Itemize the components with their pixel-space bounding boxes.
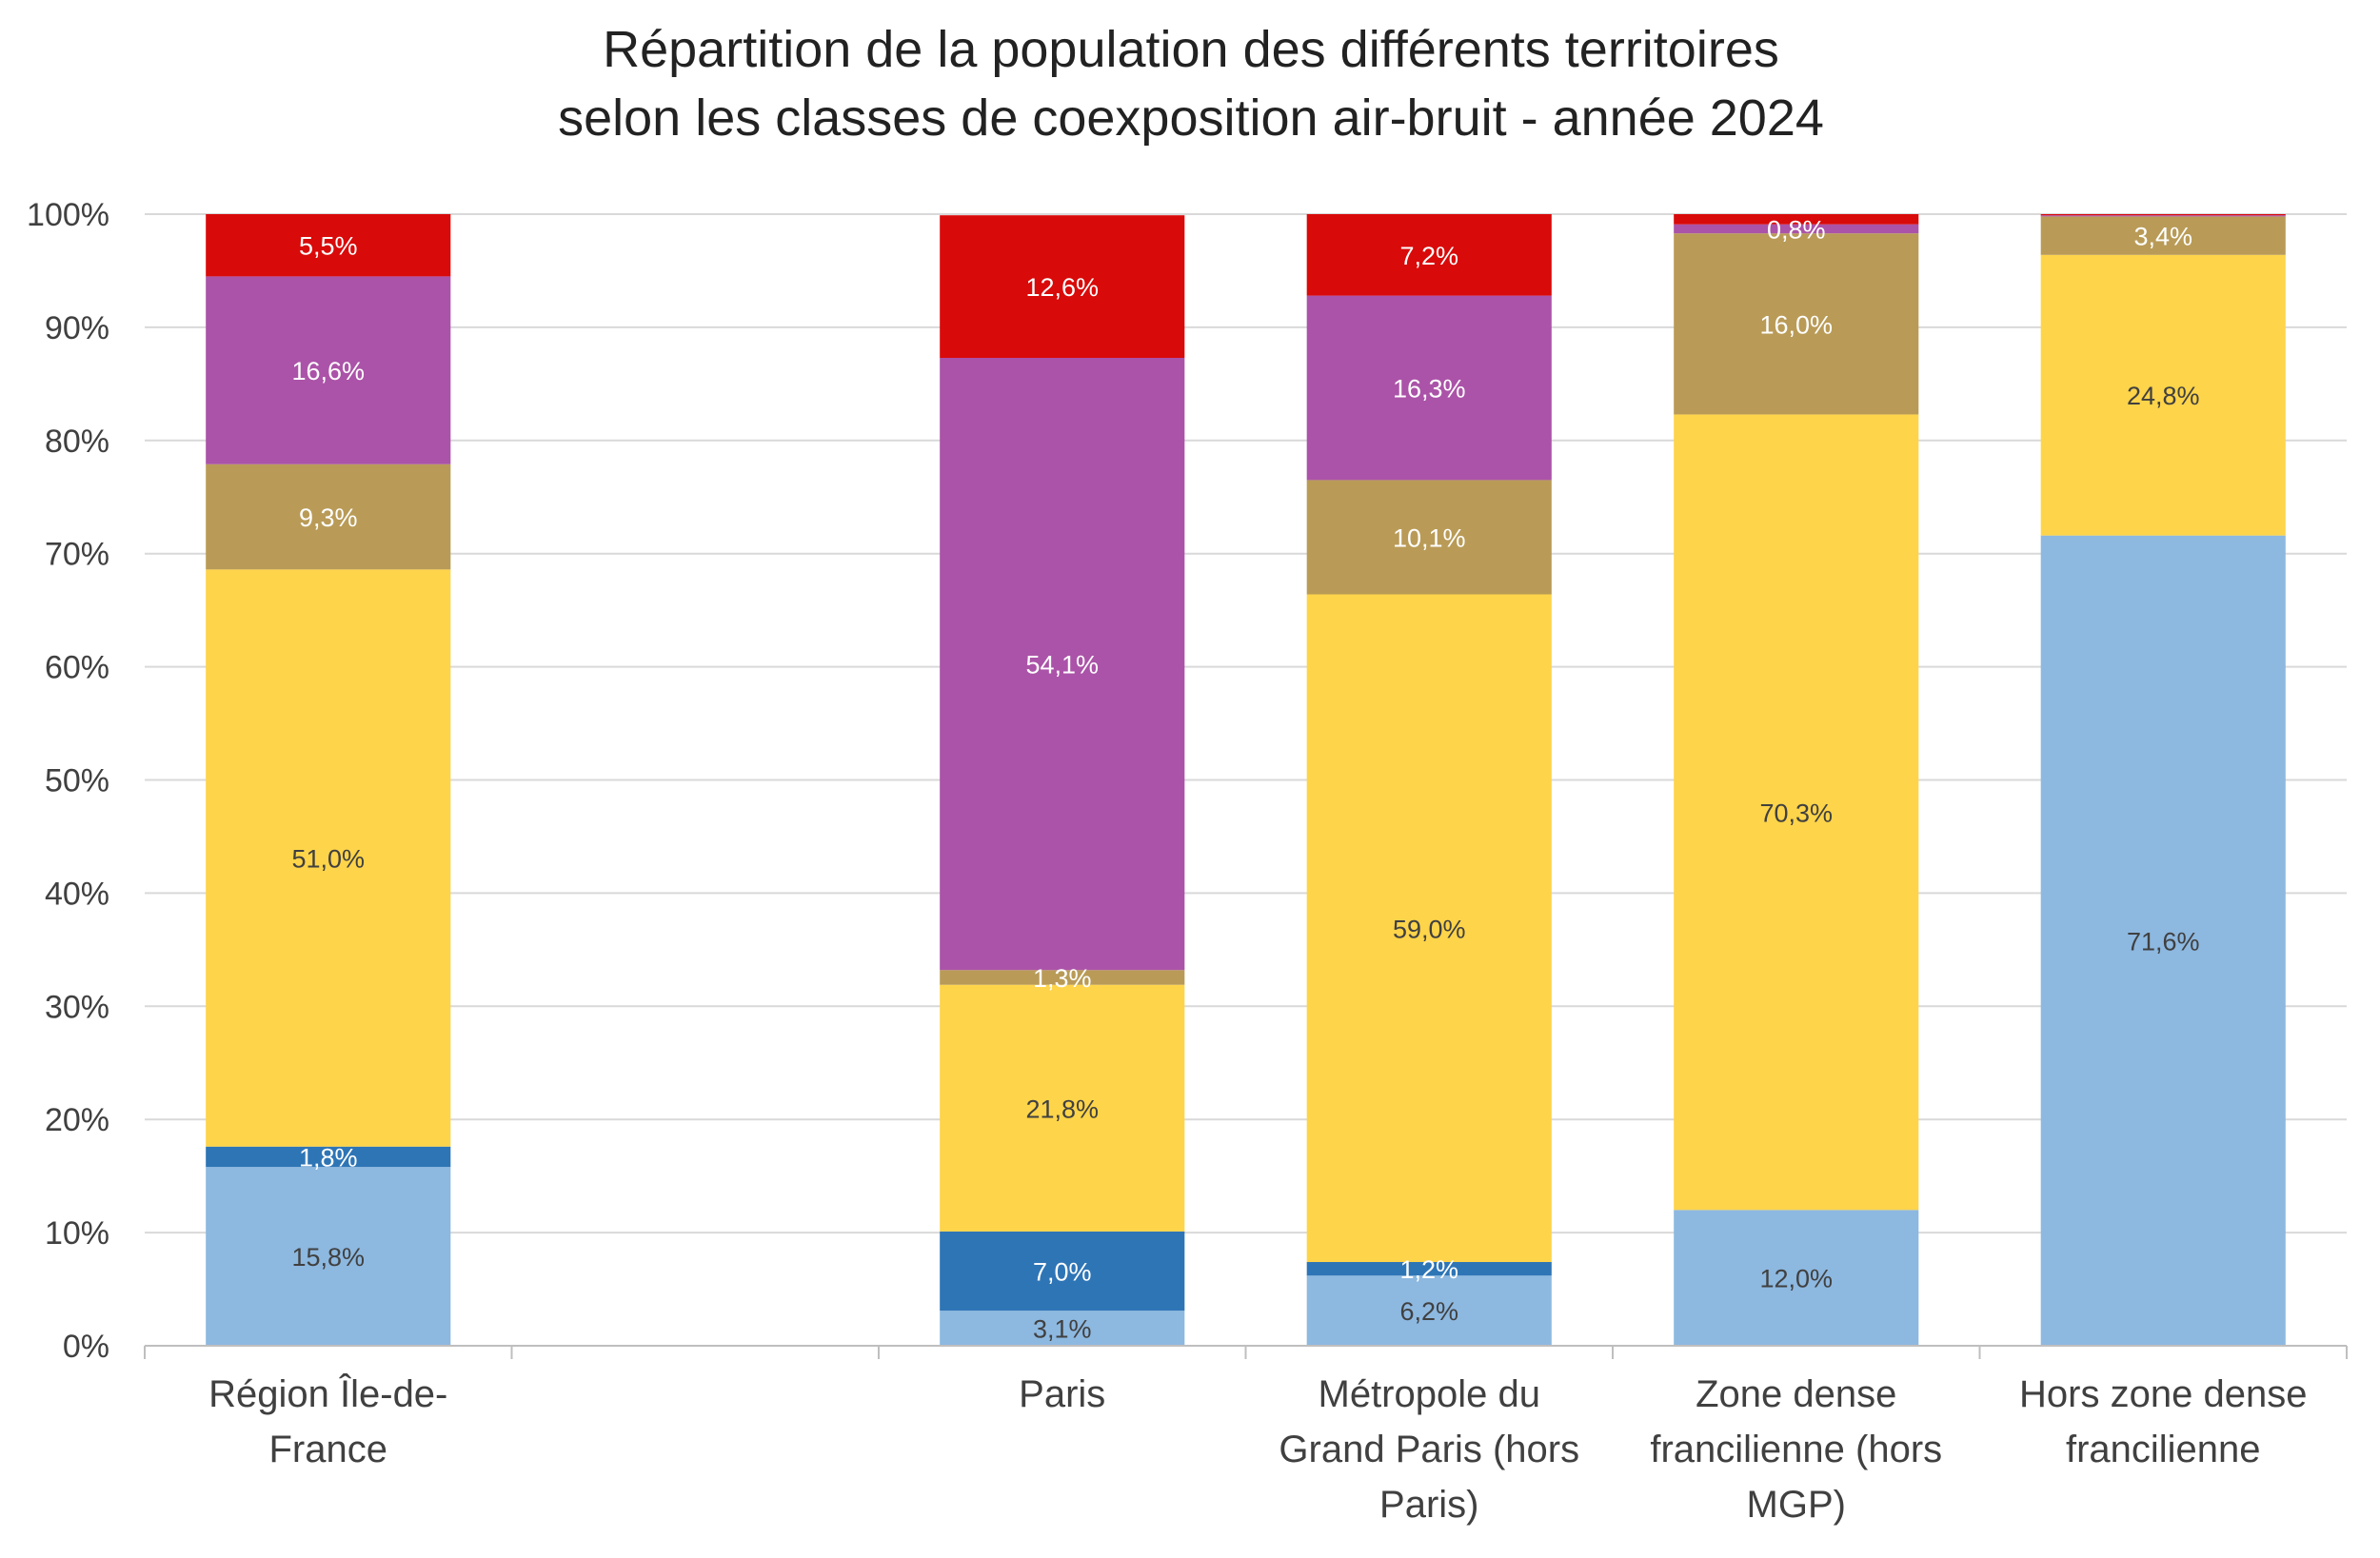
data-label: 70,3% bbox=[1759, 799, 1833, 827]
x-category-label: Région Île-de- bbox=[208, 1372, 447, 1415]
bar-segment bbox=[1674, 214, 1919, 225]
data-label: 21,8% bbox=[1025, 1095, 1099, 1123]
bar-segment bbox=[206, 276, 451, 464]
x-axis bbox=[144, 1345, 2348, 1359]
data-label: 12,6% bbox=[1025, 273, 1099, 302]
data-label: 16,0% bbox=[1759, 310, 1833, 339]
data-label: 3,1% bbox=[1033, 1315, 1092, 1344]
bar-segment bbox=[1674, 414, 1919, 1211]
bar-segment bbox=[940, 984, 1185, 1232]
bar-segment bbox=[2040, 535, 2286, 1346]
bar-segment bbox=[2040, 216, 2286, 255]
bar-segment bbox=[1674, 233, 1919, 415]
data-label: 54,1% bbox=[1025, 651, 1099, 680]
bar-segment bbox=[2040, 214, 2286, 216]
x-category-label: France bbox=[269, 1429, 388, 1470]
x-category-label: Métropole du bbox=[1319, 1373, 1540, 1415]
bar-segment bbox=[2040, 215, 2286, 217]
bar-segment bbox=[940, 1231, 1185, 1311]
y-tick-label: 20% bbox=[45, 1102, 109, 1138]
data-label: 59,0% bbox=[1393, 915, 1466, 943]
x-axis-labels: Région Île-de- France Paris Métropole du Gra… bbox=[208, 1372, 2307, 1526]
y-tick-label: 60% bbox=[45, 650, 109, 686]
data-label: 10,1% bbox=[1393, 523, 1466, 552]
y-axis-ticks: 0% 10% 20% 30% 40% 50% 60% 70% 80% 90% 100% bbox=[27, 197, 109, 1365]
x-category-label: Grand Paris (hors bbox=[1279, 1429, 1579, 1470]
bar-segment bbox=[940, 970, 1185, 985]
bar-segment bbox=[2040, 254, 2286, 536]
data-label: 0,8% bbox=[1767, 215, 1826, 244]
data-label: 9,3% bbox=[299, 503, 358, 532]
x-category-label: Hors zone dense bbox=[2019, 1373, 2307, 1415]
bar-segment bbox=[1306, 480, 1552, 595]
bar-segment bbox=[206, 214, 451, 277]
y-tick-label: 40% bbox=[45, 876, 109, 912]
data-label: 7,0% bbox=[1033, 1258, 1092, 1287]
data-label: 7,2% bbox=[1399, 242, 1458, 270]
data-label: 16,3% bbox=[1393, 375, 1466, 404]
y-tick-label: 70% bbox=[45, 537, 109, 573]
gridlines bbox=[145, 213, 2347, 1234]
data-label: 51,0% bbox=[291, 845, 365, 874]
data-label: 1,2% bbox=[1399, 1255, 1458, 1284]
chart-title-line-2: selon les classes de coexposition air-br… bbox=[558, 89, 1824, 147]
chart-title: Répartition de la population des différe… bbox=[558, 21, 1824, 147]
x-category-label: Paris bbox=[1019, 1373, 1105, 1415]
x-category-label: MGP) bbox=[1747, 1484, 1846, 1526]
y-tick-label: 10% bbox=[45, 1215, 109, 1252]
x-category-label: francilienne (hors bbox=[1650, 1429, 1942, 1470]
y-tick-label: 90% bbox=[45, 310, 109, 346]
x-category-label: francilienne bbox=[2066, 1429, 2261, 1470]
chart-title-line-1: Répartition de la population des différe… bbox=[603, 21, 1779, 78]
y-tick-label: 30% bbox=[45, 989, 109, 1025]
bar-segment bbox=[1306, 214, 1552, 296]
data-label: 5,5% bbox=[299, 232, 358, 261]
y-tick-label: 50% bbox=[45, 763, 109, 799]
bar-segment bbox=[1674, 224, 1919, 234]
bar-segment bbox=[940, 215, 1185, 359]
x-category-label: Paris) bbox=[1379, 1484, 1478, 1526]
bar-segment bbox=[1306, 295, 1552, 481]
data-label: 16,6% bbox=[291, 357, 365, 385]
data-labels: 15,8% 1,8% 51,0% 9,3% 16,6% 5,5% 3,1% 7,0% 21,8%… bbox=[291, 215, 2199, 1343]
data-label: 24,8% bbox=[2127, 382, 2200, 410]
bar-segment bbox=[206, 569, 451, 1147]
bar-segment bbox=[1674, 1210, 1919, 1346]
data-label: 12,0% bbox=[1759, 1265, 1833, 1293]
data-label: 1,8% bbox=[299, 1143, 358, 1172]
data-label: 3,4% bbox=[2133, 223, 2192, 251]
bar-segment bbox=[206, 463, 451, 570]
y-tick-label: 0% bbox=[63, 1329, 109, 1365]
data-label: 71,6% bbox=[2127, 927, 2200, 956]
bar-segment bbox=[940, 1311, 1185, 1346]
data-label: 15,8% bbox=[291, 1243, 365, 1272]
data-label: 6,2% bbox=[1399, 1297, 1458, 1326]
bar-segment bbox=[1306, 1275, 1552, 1346]
y-tick-label: 80% bbox=[45, 424, 109, 460]
y-tick-label: 100% bbox=[27, 197, 109, 233]
bars bbox=[206, 214, 2286, 1346]
bar-segment bbox=[206, 1167, 451, 1346]
bar-segment bbox=[1306, 594, 1552, 1263]
bar-segment bbox=[1306, 1262, 1552, 1276]
bar-segment bbox=[206, 1146, 451, 1168]
data-label: 1,3% bbox=[1033, 964, 1092, 993]
x-category-label: Zone dense bbox=[1696, 1373, 1896, 1415]
bar-segment bbox=[940, 358, 1185, 971]
